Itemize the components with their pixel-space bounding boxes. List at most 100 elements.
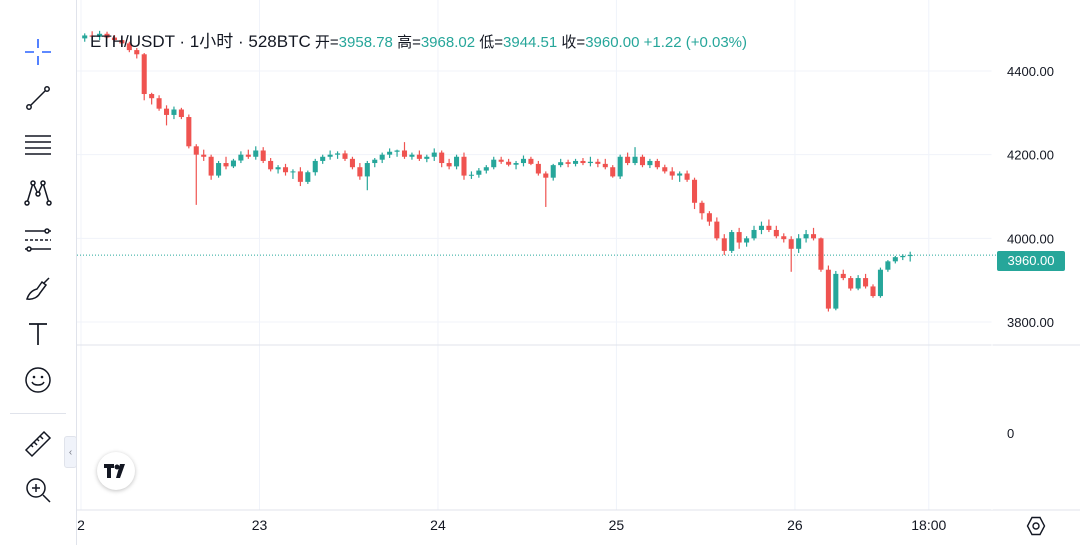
candle-up — [803, 234, 809, 239]
high-label: 高= — [397, 34, 421, 51]
candle-down — [126, 43, 132, 51]
pattern-icon[interactable] — [14, 172, 62, 212]
candle-up — [409, 154, 415, 157]
open-value: 3958.78 — [338, 34, 393, 51]
candle-down — [840, 273, 846, 279]
candle-down — [863, 278, 869, 287]
candle-up — [275, 167, 281, 170]
candle-down — [669, 171, 675, 176]
candle-up — [907, 255, 913, 257]
candle-up — [877, 269, 883, 297]
candle-down — [706, 213, 712, 222]
candle-up — [320, 156, 326, 161]
candle-up — [327, 154, 333, 157]
candle-down — [721, 238, 727, 251]
candle-up — [573, 160, 579, 164]
candle-down — [639, 156, 646, 166]
candle-up — [513, 163, 519, 165]
collapse-toolbar-button[interactable]: ‹ — [64, 436, 77, 468]
text-icon[interactable] — [14, 314, 62, 354]
candle-down — [610, 167, 616, 177]
high-value: 3968.02 — [420, 34, 476, 51]
candle-down — [870, 286, 876, 297]
trend-line-icon[interactable] — [14, 78, 62, 118]
candle-down — [208, 156, 214, 176]
candle-up — [364, 163, 370, 177]
candle-down — [818, 238, 824, 270]
ruler-icon[interactable] — [14, 424, 62, 464]
candle-up — [900, 255, 906, 258]
candle-down — [825, 269, 831, 309]
settings-icon[interactable] — [1025, 515, 1047, 537]
candle-up — [171, 109, 177, 115]
candle-down — [134, 50, 140, 55]
candle-up — [372, 159, 378, 164]
candle-down — [848, 278, 854, 289]
price-tick-label: 4400.00 — [1007, 64, 1054, 79]
time-tick-label: 24 — [430, 517, 446, 533]
candle-up — [476, 170, 482, 175]
candle-down — [186, 117, 192, 147]
candle-down — [89, 35, 95, 37]
candle-down — [602, 163, 608, 168]
horizontal-lines-icon[interactable] — [14, 124, 62, 164]
candle-up — [216, 163, 222, 176]
chart-area[interactable]: 4400.00 4200.00 4000.00 3800.00 0 2 23 24 25 26 18… — [77, 0, 1080, 545]
candle-down — [773, 229, 779, 237]
change-value: +1.22 (+0.03%) — [643, 34, 747, 51]
candle-down — [788, 239, 794, 249]
fib-retracement-icon[interactable] — [14, 220, 62, 260]
candle-down — [654, 160, 660, 168]
low-label: 低= — [479, 34, 504, 51]
candle-down — [714, 221, 720, 239]
candle-down — [461, 156, 467, 176]
candle-up — [454, 156, 460, 167]
candle-down — [163, 108, 170, 115]
candle-up — [305, 172, 311, 182]
candle-down — [595, 161, 601, 164]
candle-up — [290, 171, 296, 173]
candle-down — [625, 156, 631, 164]
tradingview-logo-mark — [104, 464, 125, 478]
candle-down — [297, 171, 303, 182]
candle-down — [357, 167, 363, 177]
candle-up — [468, 174, 474, 176]
candle-up — [758, 225, 764, 230]
crosshair-icon[interactable] — [14, 32, 62, 72]
emoji-icon[interactable] — [14, 360, 62, 400]
candle-up — [617, 156, 623, 177]
volume-axis-label: 0 — [1007, 426, 1014, 441]
tradingview-logo[interactable] — [97, 452, 135, 490]
candle-down — [119, 40, 125, 44]
toolbar-divider — [10, 413, 66, 414]
candle-up — [751, 229, 757, 239]
candle-down — [662, 167, 668, 172]
candlestick-chart[interactable]: 4400.00 4200.00 4000.00 3800.00 0 2 23 24 25 26 18… — [77, 0, 1080, 545]
candle-down — [506, 161, 512, 165]
candle-up — [796, 238, 802, 249]
candle-up — [387, 151, 393, 155]
candle-down — [684, 173, 690, 180]
candle-up — [82, 35, 88, 39]
candle-up — [587, 161, 593, 164]
candle-up — [744, 238, 750, 243]
time-tick-label: 25 — [609, 517, 625, 533]
time-tick-label: 26 — [787, 517, 803, 533]
candle-down — [111, 37, 117, 41]
candle-down — [565, 162, 571, 164]
brush-icon[interactable] — [14, 268, 62, 308]
candle-down — [193, 146, 199, 155]
candle-down — [149, 94, 155, 99]
candle-up — [632, 156, 638, 164]
candle-up — [855, 278, 861, 289]
price-tick-label: 3800.00 — [1007, 315, 1054, 330]
symbol-legend: ETH/USDT · 1小时 · 528BTC 开=3958.78 高=3968… — [90, 33, 747, 52]
zoom-in-icon[interactable] — [14, 470, 62, 510]
candle-up — [431, 152, 437, 157]
candle-up — [238, 154, 244, 161]
candle-down — [141, 54, 147, 95]
candle-up — [558, 162, 564, 166]
candle-up — [491, 159, 497, 168]
candle-up — [424, 156, 430, 159]
time-tick-label: 2 — [77, 517, 85, 533]
